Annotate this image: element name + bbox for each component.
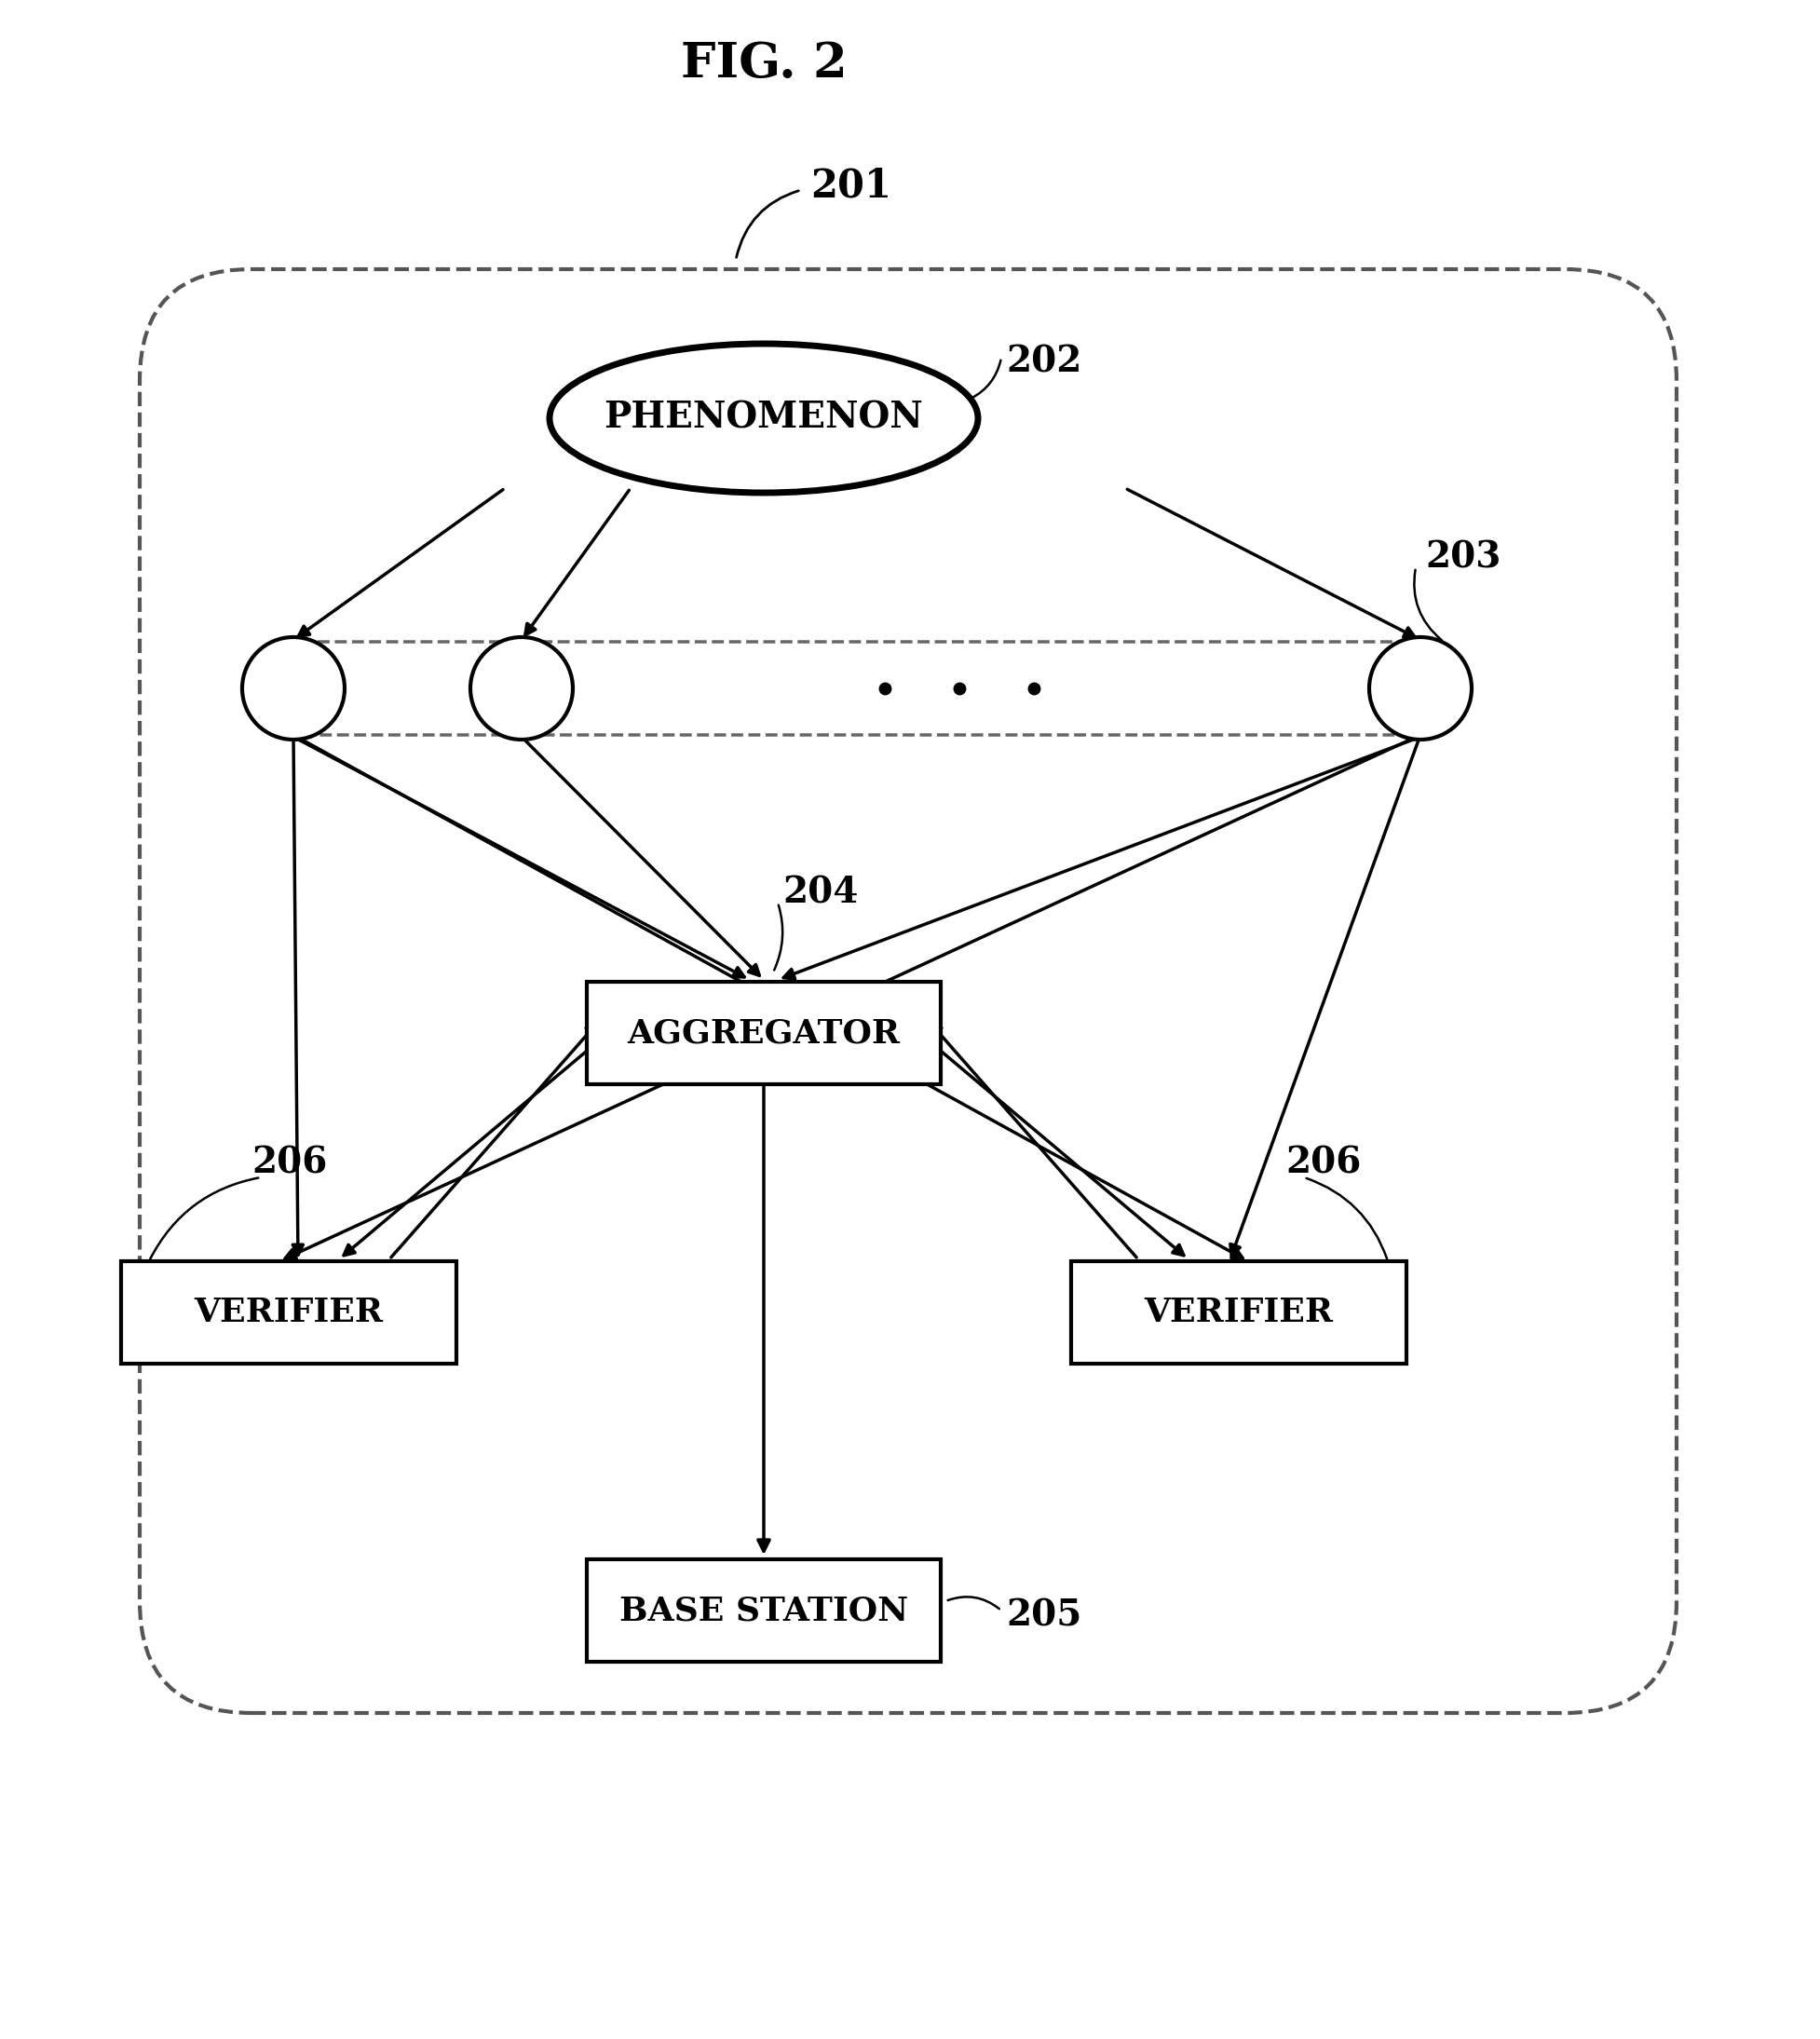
Text: 206: 206 — [251, 1146, 328, 1181]
Text: 206: 206 — [1285, 1146, 1361, 1181]
Text: PHENOMENON: PHENOMENON — [604, 400, 923, 436]
Text: BASE STATION: BASE STATION — [619, 1594, 908, 1627]
FancyBboxPatch shape — [122, 1262, 457, 1364]
Text: AGGREGATOR: AGGREGATOR — [628, 1017, 901, 1048]
FancyBboxPatch shape — [586, 1560, 941, 1662]
FancyBboxPatch shape — [251, 642, 1461, 734]
Text: 201: 201 — [810, 165, 892, 206]
Circle shape — [242, 636, 344, 740]
Text: VERIFIER: VERIFIER — [195, 1297, 384, 1327]
FancyBboxPatch shape — [1072, 1262, 1407, 1364]
Ellipse shape — [550, 345, 977, 493]
Circle shape — [1369, 636, 1472, 740]
Text: 204: 204 — [783, 875, 859, 911]
Text: 202: 202 — [1006, 345, 1081, 379]
Circle shape — [470, 636, 573, 740]
Text: 205: 205 — [1006, 1597, 1081, 1633]
Text: VERIFIER: VERIFIER — [1145, 1297, 1334, 1327]
Text: FIG. 2: FIG. 2 — [681, 41, 846, 88]
Text: 203: 203 — [1425, 540, 1501, 575]
FancyBboxPatch shape — [140, 269, 1676, 1713]
FancyBboxPatch shape — [586, 981, 941, 1085]
